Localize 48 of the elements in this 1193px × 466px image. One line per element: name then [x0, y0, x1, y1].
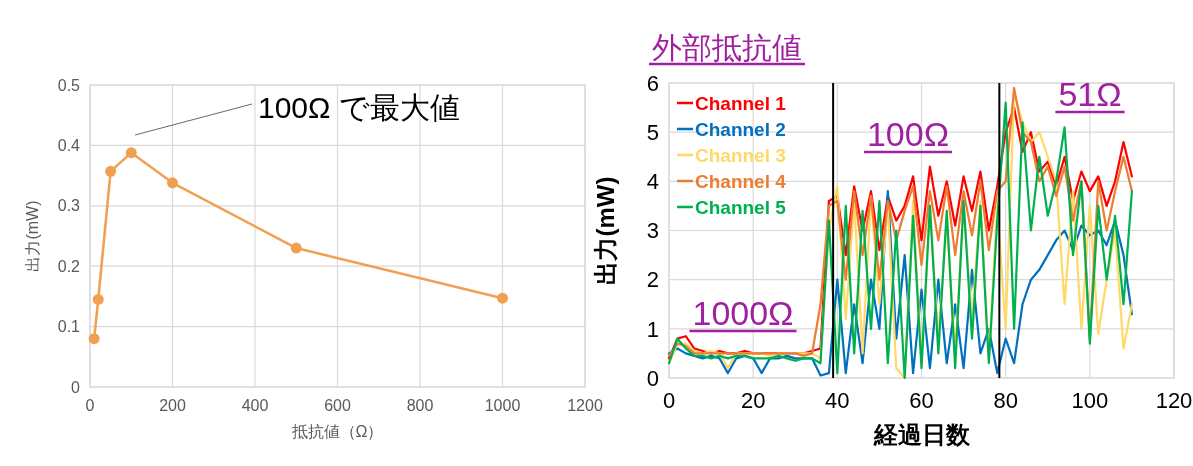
x-axis-title: 抵抗値（Ω） — [290, 423, 384, 440]
x-axis-title: 経過日数 — [872, 421, 971, 448]
text: 外部抵抗値 — [652, 31, 802, 64]
point — [497, 292, 508, 304]
x-tick-label: 1000 — [484, 397, 521, 414]
x-tick-label: 120 — [1155, 388, 1193, 413]
y-tick-label: 0.1 — [57, 318, 81, 336]
x-tick-label: 400 — [241, 397, 269, 414]
point — [125, 147, 137, 159]
line-series — [667, 190, 1134, 377]
y-tick-label: 3 — [646, 218, 659, 244]
y-tick-label: 5 — [646, 119, 659, 145]
legend-label: Channel 2 — [695, 119, 786, 140]
x-tick-label: 100 — [1071, 388, 1109, 413]
x-tick-label: 200 — [159, 397, 186, 414]
y-tick-label: 1 — [646, 316, 659, 342]
legend-label: Channel 3 — [695, 145, 786, 166]
legend-label: Channel 4 — [695, 171, 787, 192]
annotation: 1000Ω — [692, 294, 794, 332]
x-tick-label: 80 — [993, 388, 1018, 413]
x-tick-label: 0 — [85, 397, 95, 414]
x-tick-label: 800 — [406, 397, 434, 414]
legend-label: Channel 5 — [695, 197, 787, 218]
y-tick-label: 0.5 — [57, 76, 81, 94]
point — [290, 242, 302, 254]
y-tick-label: 6 — [646, 70, 659, 96]
y-tick-label: 0.4 — [57, 137, 81, 154]
x-tick-label: 1200 — [567, 397, 603, 414]
x-tick-label: 60 — [909, 388, 934, 413]
y-axis-title: 出力(mW) — [592, 176, 619, 285]
x-tick-label: 20 — [740, 388, 766, 413]
x-tick-label: 0 — [662, 388, 676, 413]
point — [167, 177, 178, 189]
annotation: 100Ω — [866, 115, 950, 153]
y-tick-label: 0 — [646, 365, 659, 391]
annotation: 100Ω で最大値 — [258, 91, 460, 124]
point — [92, 293, 104, 305]
y-axis-title: 出力(mW) — [24, 200, 41, 272]
legend-label: Channel 1 — [695, 93, 787, 114]
annotation: 51Ω — [1058, 75, 1122, 113]
x-tick-label: 40 — [825, 388, 850, 413]
y-tick-label: 2 — [646, 267, 659, 293]
y-tick-label: 0.3 — [57, 197, 81, 215]
point — [105, 165, 117, 177]
y-tick-label: 4 — [646, 169, 659, 195]
x-tick-label: 600 — [324, 397, 351, 414]
point — [88, 333, 100, 345]
y-tick-label: 0.2 — [57, 257, 81, 275]
